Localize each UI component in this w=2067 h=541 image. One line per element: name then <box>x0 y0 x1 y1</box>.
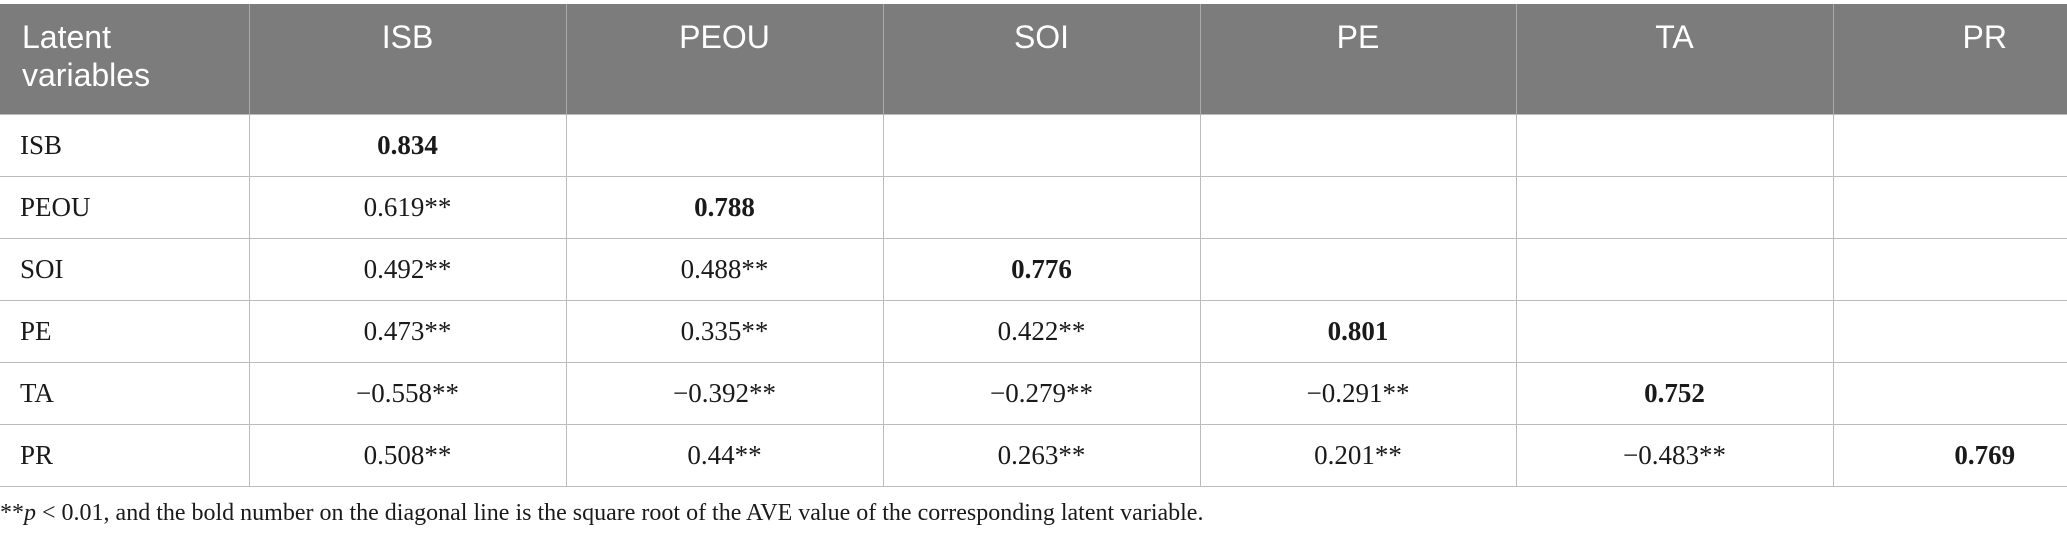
table-cell <box>1515 175 1834 239</box>
header-row: Latent variables ISB PEOU SOI PE TA PR <box>0 4 2067 114</box>
header-latent-variables: Latent variables <box>22 19 151 93</box>
diagonal-cell: 0.752 <box>1515 361 1834 425</box>
table-header: Latent variables ISB PEOU SOI PE TA PR <box>0 4 2067 114</box>
table-cell <box>1832 113 2067 177</box>
table-cell: 0.488** <box>565 237 884 301</box>
table-cell: −0.483** <box>1515 423 1834 487</box>
table-row: PEOU 0.619** 0.788 <box>0 175 2067 239</box>
table-cell: 0.422** <box>882 299 1201 363</box>
diagonal-cell: 0.801 <box>1199 299 1517 363</box>
table-cell: 0.335** <box>565 299 884 363</box>
header-pr: PR <box>1832 4 2067 114</box>
table-cell <box>1515 237 1834 301</box>
row-label: TA <box>0 361 250 425</box>
row-label: PE <box>0 299 250 363</box>
header-isb: ISB <box>248 4 566 114</box>
table-cell <box>1832 299 2067 363</box>
table-footnote: **p < 0.01, and the bold number on the d… <box>0 500 1203 527</box>
footnote-asterisks: ** <box>0 500 24 526</box>
diagonal-cell: 0.788 <box>565 175 884 239</box>
diagonal-cell: 0.834 <box>248 113 567 177</box>
table-cell: 0.473** <box>248 299 567 363</box>
table-cell: 0.44** <box>565 423 884 487</box>
table-cell <box>1832 237 2067 301</box>
diagonal-cell: 0.769 <box>1832 423 2067 487</box>
table-row: SOI 0.492** 0.488** 0.776 <box>0 237 2067 301</box>
diagonal-cell: 0.776 <box>882 237 1201 301</box>
table-cell: −0.392** <box>565 361 884 425</box>
table-cell <box>1515 299 1834 363</box>
table-row: PE 0.473** 0.335** 0.422** 0.801 <box>0 299 2067 363</box>
table-cell <box>1199 237 1517 301</box>
table-cell <box>565 113 884 177</box>
table-cell <box>882 175 1201 239</box>
correlation-table: Latent variables ISB PEOU SOI PE TA PR I… <box>0 4 2067 487</box>
footnote-p-symbol: p <box>24 500 36 526</box>
table-cell <box>1199 113 1517 177</box>
table-row: ISB 0.834 <box>0 113 2067 177</box>
header-ta: TA <box>1515 4 1833 114</box>
table-cell <box>1515 113 1834 177</box>
row-label: PEOU <box>0 175 250 239</box>
table-cell: 0.619** <box>248 175 567 239</box>
table-row: PR 0.508** 0.44** 0.263** 0.201** −0.483… <box>0 423 2067 487</box>
table-cell <box>882 113 1201 177</box>
table-cell: 0.201** <box>1199 423 1517 487</box>
table-cell: −0.279** <box>882 361 1201 425</box>
table-cell: 0.492** <box>248 237 567 301</box>
table-cell: −0.558** <box>248 361 567 425</box>
table-cell <box>1199 175 1517 239</box>
table-body: ISB 0.834 PEOU 0.619** 0.788 SOI 0.492**… <box>0 113 2067 487</box>
table-cell: −0.291** <box>1199 361 1517 425</box>
row-label: ISB <box>0 113 250 177</box>
table-cell: 0.508** <box>248 423 567 487</box>
footnote-text: < 0.01, and the bold number on the diago… <box>36 500 1204 526</box>
header-soi: SOI <box>882 4 1200 114</box>
table-cell <box>1832 361 2067 425</box>
table-row: TA −0.558** −0.392** −0.279** −0.291** 0… <box>0 361 2067 425</box>
header-peou: PEOU <box>565 4 883 114</box>
row-label: PR <box>0 423 250 487</box>
table-cell: 0.263** <box>882 423 1201 487</box>
header-pe: PE <box>1199 4 1516 114</box>
table-cell <box>1832 175 2067 239</box>
row-label: SOI <box>0 237 250 301</box>
